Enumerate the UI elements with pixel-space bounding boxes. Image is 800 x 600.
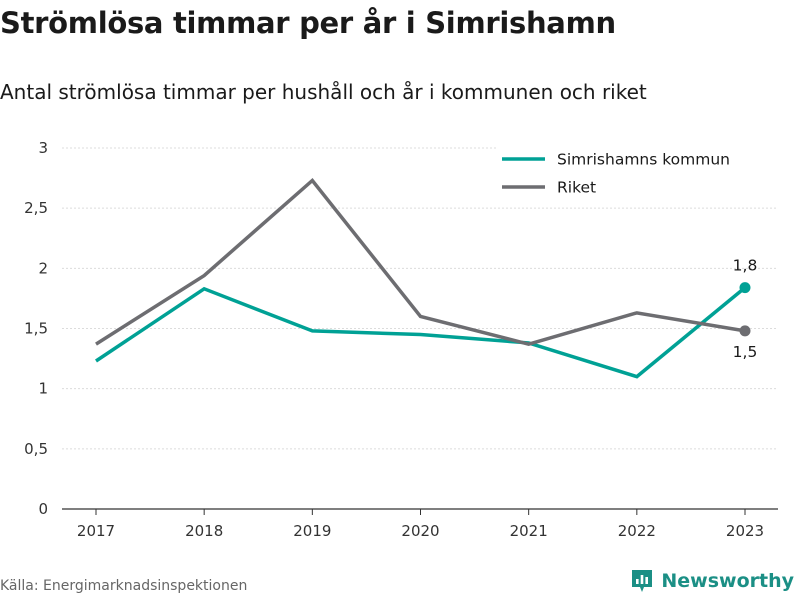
brand-name: Newsworthy bbox=[661, 570, 794, 592]
y-tick-label: 1,5 bbox=[24, 320, 48, 338]
series-end-point bbox=[739, 325, 751, 337]
y-tick-label: 0,5 bbox=[24, 440, 48, 458]
y-tick-label: 2 bbox=[38, 259, 48, 277]
y-tick-label: 2,5 bbox=[24, 199, 48, 217]
legend-box bbox=[496, 143, 778, 205]
brand[interactable]: Newsworthy bbox=[630, 568, 794, 594]
y-tick-label: 1 bbox=[38, 380, 48, 398]
y-tick-label: 3 bbox=[38, 139, 48, 157]
x-tick-label: 2022 bbox=[618, 522, 656, 540]
legend-label: Riket bbox=[557, 179, 596, 197]
end-value-label: 1,8 bbox=[733, 257, 758, 275]
series-end-point bbox=[739, 282, 751, 294]
x-tick-label: 2018 bbox=[185, 522, 223, 540]
end-value-label: 1,5 bbox=[733, 343, 758, 361]
legend-label: Simrishamns kommun bbox=[557, 151, 730, 169]
series-line bbox=[95, 177, 746, 346]
x-tick-label: 2023 bbox=[726, 522, 764, 540]
x-tick-label: 2021 bbox=[510, 522, 548, 540]
newsworthy-logo-icon bbox=[632, 570, 653, 592]
x-tick-label: 2020 bbox=[401, 522, 439, 540]
x-tick-label: 2017 bbox=[77, 522, 115, 540]
source-note: Källa: Energimarknadsinspektionen bbox=[0, 578, 248, 594]
chart-title: Strömlösa timmar per år i Simrishamn bbox=[0, 6, 616, 40]
x-tick-label: 2019 bbox=[293, 522, 331, 540]
series-line bbox=[95, 286, 747, 379]
y-tick-label: 0 bbox=[38, 500, 48, 518]
chart-subtitle: Antal strömlösa timmar per hushåll och å… bbox=[0, 80, 647, 104]
